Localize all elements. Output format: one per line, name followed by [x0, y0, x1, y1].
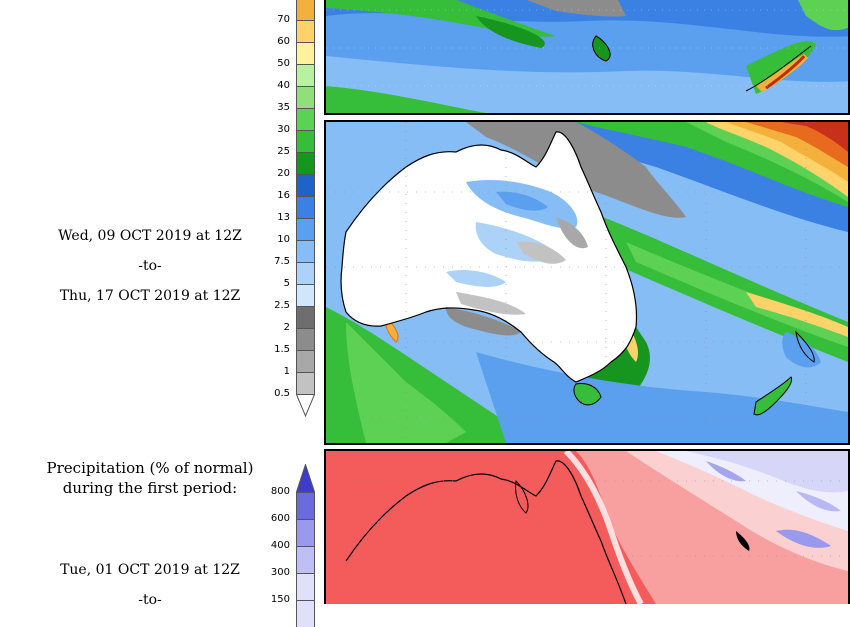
- legend-tick-label: 150: [270, 594, 290, 605]
- legend-end-triangle: [296, 394, 315, 418]
- legend-swatch: [296, 108, 315, 130]
- legend-tick-label: 400: [270, 540, 290, 551]
- legend-tick-label: 5: [283, 278, 290, 289]
- legend-swatch: [296, 372, 315, 394]
- period-separator: -to-: [138, 258, 162, 274]
- legend-swatch: [296, 262, 315, 284]
- legend-swatch: [296, 86, 315, 108]
- legend-tick-label: 2: [283, 322, 290, 333]
- legend-tick-label: 70: [277, 14, 290, 25]
- legend-tick-label: 20: [277, 168, 290, 179]
- precip-color-scale: 8070605040353025201613107.552.521.510.5: [274, 0, 315, 420]
- legend-swatch: [296, 573, 315, 600]
- legend-swatch: [296, 0, 315, 20]
- legend-tick-label: 80: [250, 0, 290, 4]
- legend-tick-label: 0.5: [274, 388, 290, 399]
- legend-tick-label: 40: [277, 80, 290, 91]
- map-panel-top: [324, 0, 850, 115]
- legend-tick-label: 2.5: [274, 300, 290, 311]
- legend-swatch: [296, 130, 315, 152]
- legend-tick-label: 1: [283, 366, 290, 377]
- legend-swatch: [296, 152, 315, 174]
- legend-swatch: [296, 240, 315, 262]
- period-end-date: Thu, 17 OCT 2019 at 12Z: [59, 288, 241, 304]
- legend-tick-label: 1.5: [274, 344, 290, 355]
- period-start-date: Wed, 09 OCT 2019 at 12Z: [58, 228, 242, 244]
- legend-swatch: [296, 519, 315, 546]
- legend-tick-label: 13: [277, 212, 290, 223]
- legend-tick-label: 7.5: [274, 256, 290, 267]
- legend-tick-label: 30: [277, 124, 290, 135]
- legend-swatch: [296, 600, 315, 627]
- legend-tick-label: 300: [270, 567, 290, 578]
- legend-tick-label: 25: [277, 146, 290, 157]
- legend-swatch: [296, 64, 315, 86]
- legend-top-triangle: [296, 464, 315, 492]
- legend-tick-label: 10: [277, 234, 290, 245]
- legend-tick-label: 16: [277, 190, 290, 201]
- legend-swatch: [296, 196, 315, 218]
- legend-swatch: [296, 546, 315, 573]
- map-panel-forecast: [324, 120, 850, 445]
- legend-tick-label: 60: [277, 36, 290, 47]
- legend-tick-label: 35: [277, 102, 290, 113]
- map-panel-percent-normal: [324, 449, 850, 604]
- legend-tick-label: 600: [270, 513, 290, 524]
- legend-swatch: [296, 306, 315, 328]
- legend-swatch: [296, 218, 315, 240]
- legend-swatch: [296, 20, 315, 42]
- first-period-start-date: Tue, 01 OCT 2019 at 12Z: [60, 562, 240, 578]
- percent-normal-color-scale: 800 600 400 300 150: [271, 464, 315, 627]
- percent-normal-title-line2: during the first period:: [62, 479, 238, 497]
- percent-normal-title-line1: Precipitation (% of normal): [46, 459, 254, 477]
- legend-swatch: [296, 350, 315, 372]
- legend-tick-label: 800: [270, 486, 290, 497]
- legend-swatch: [296, 174, 315, 196]
- legend-swatch: [296, 328, 315, 350]
- legend-swatch: [296, 492, 315, 519]
- legend-swatch: [296, 42, 315, 64]
- legend-swatch: [296, 284, 315, 306]
- percent-normal-title: Precipitation (% of normal) during the f…: [20, 458, 280, 498]
- legend-tick-label: 50: [277, 58, 290, 69]
